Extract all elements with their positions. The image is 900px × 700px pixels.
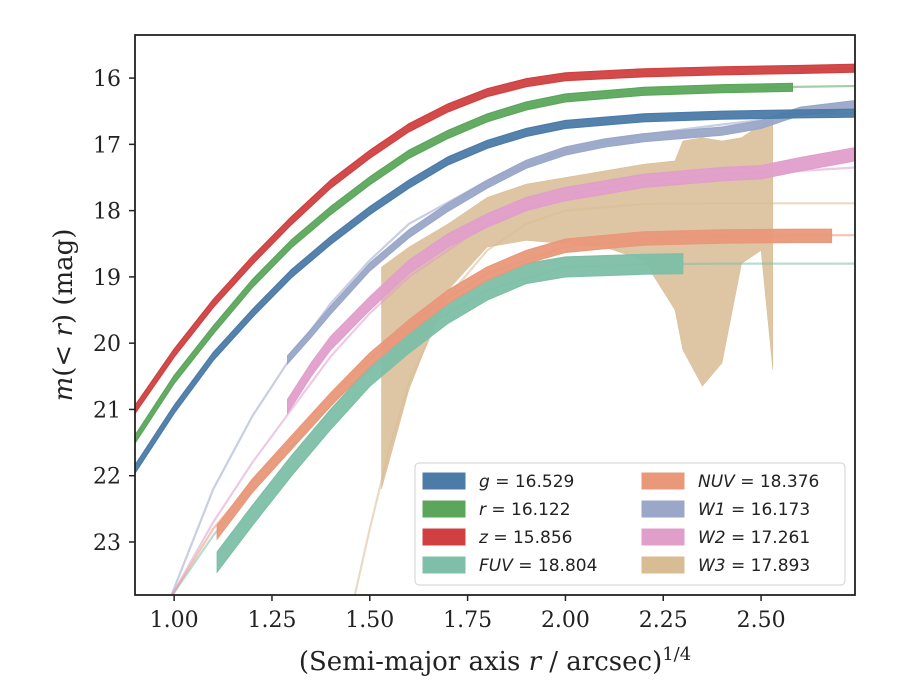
x-axis: 1.00 1.25 1.50 1.75 2.00 2.25 2.50: [150, 595, 786, 633]
legend-label: W3 = 17.893: [698, 556, 810, 576]
y-tick-label: 16: [93, 67, 121, 92]
y-tick-label: 23: [93, 531, 121, 556]
legend-label: FUV = 18.804: [479, 556, 597, 576]
legend-swatch: [641, 472, 685, 490]
legend-swatch: [422, 500, 466, 518]
x-tick-label: 2.00: [541, 608, 590, 633]
x-tick-label: 1.00: [150, 608, 199, 633]
legend: g = 16.529 r = 16.122 z = 15.856 FUV = 18.8…: [414, 462, 846, 586]
legend-item-nuv: NUV = 18.376: [641, 472, 819, 492]
series-g: [135, 108, 855, 475]
y-tick-label: 17: [93, 133, 121, 158]
series-nuv: [170, 228, 855, 595]
x-tick-label: 1.25: [247, 608, 296, 633]
y-tick-label: 19: [93, 266, 121, 291]
legend-swatch: [641, 528, 685, 546]
y-tick-label: 21: [93, 398, 121, 423]
legend-item-z: z = 15.856: [422, 528, 572, 548]
series-z: [135, 63, 855, 415]
x-axis-label: (Semi-major axis r / arcsec)1/4: [299, 644, 691, 677]
band-w1: [287, 99, 855, 366]
x-tick-label: 1.50: [345, 608, 394, 633]
band-g: [135, 108, 855, 475]
band-w2: [287, 147, 855, 415]
legend-label: z = 15.856: [478, 528, 572, 548]
legend-item-w3: W3 = 17.893: [641, 556, 810, 576]
legend-box: [414, 462, 846, 586]
y-tick-label: 18: [93, 200, 121, 225]
x-tick-label: 2.25: [639, 608, 688, 633]
legend-item-w1: W1 = 16.173: [641, 500, 810, 520]
legend-label: W2 = 17.261: [698, 528, 810, 548]
legend-item-r: r = 16.122: [422, 500, 571, 520]
y-axis: 16 17 18 19 20 21 22 23: [93, 67, 135, 556]
legend-label: W1 = 16.173: [698, 500, 810, 520]
y-axis-label: m(< r) (mag): [49, 229, 79, 402]
plot-frame: [134, 34, 856, 596]
legend-label: NUV = 18.376: [698, 472, 819, 492]
legend-label: r = 16.122: [479, 500, 571, 520]
legend-item-fuv: FUV = 18.804: [422, 556, 597, 576]
series-r: [135, 82, 855, 445]
band-w3: [381, 117, 774, 490]
legend-label: g = 16.529: [479, 472, 574, 492]
series-w1: [170, 99, 855, 595]
series-w2: [170, 147, 855, 595]
legend-swatch: [422, 472, 466, 490]
legend-swatch: [641, 500, 685, 518]
legend-swatch: [422, 528, 466, 546]
band-r: [135, 82, 793, 445]
x-tick-label: 2.50: [737, 608, 786, 633]
y-tick-label: 20: [93, 332, 121, 357]
series-layer: [135, 63, 855, 595]
series-w3: [353, 117, 855, 595]
legend-swatch: [422, 556, 466, 574]
legend-swatch: [641, 556, 685, 574]
y-tick-label: 22: [93, 465, 121, 490]
legend-item-g: g = 16.529: [422, 472, 574, 492]
legend-item-w2: W2 = 17.261: [641, 528, 810, 548]
band-nuv: [216, 228, 833, 541]
x-tick-label: 1.75: [443, 608, 492, 633]
band-z: [135, 63, 855, 415]
